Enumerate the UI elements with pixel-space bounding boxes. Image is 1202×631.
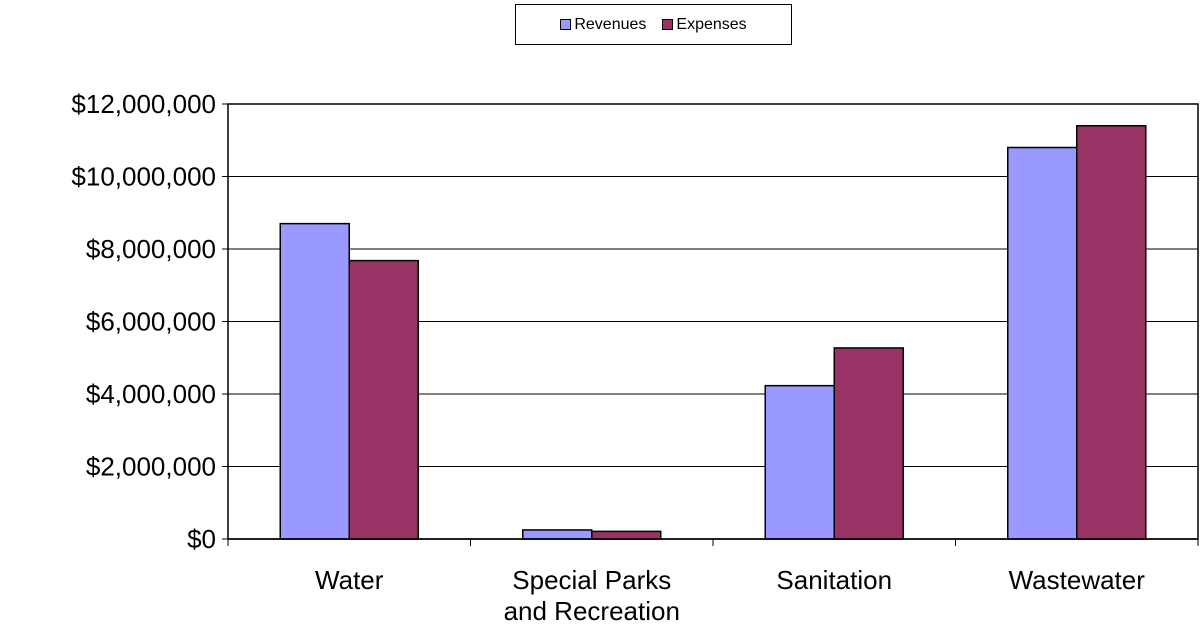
legend-label-expenses: Expenses — [676, 15, 747, 33]
y-tick-label: $4,000,000 — [86, 379, 216, 409]
x-tick-label: Sanitation — [776, 565, 892, 595]
y-tick-label: $2,000,000 — [86, 452, 216, 482]
legend-item-expenses: Expenses — [662, 15, 747, 34]
y-tick-label: $6,000,000 — [86, 307, 216, 337]
bar-revenues-2 — [764, 384, 835, 540]
y-tick-label: $12,000,000 — [71, 89, 216, 119]
legend-swatch-expenses — [662, 19, 674, 30]
y-tick-label: $8,000,000 — [86, 234, 216, 264]
bar-expenses-1 — [591, 530, 662, 540]
bar-expenses-3 — [1076, 125, 1147, 540]
legend-item-revenues: Revenues — [560, 16, 646, 34]
y-tick-label: $10,000,000 — [71, 162, 216, 192]
chart-legend: Revenues Expenses — [515, 4, 792, 45]
bar-revenues-0 — [279, 222, 350, 540]
bar-revenues-1 — [522, 529, 593, 540]
y-tick-label: $0 — [187, 524, 216, 554]
x-tick-label: and Recreation — [504, 596, 680, 626]
x-tick-label: Water — [315, 565, 384, 595]
legend-label-revenues: Revenues — [574, 15, 647, 33]
x-tick-label: Wastewater — [1009, 565, 1146, 595]
bar-expenses-0 — [348, 259, 419, 540]
bar-revenues-3 — [1007, 146, 1078, 540]
x-tick-label: Special Parks — [512, 565, 671, 595]
legend-swatch-revenues — [560, 19, 572, 30]
bar-expenses-2 — [833, 347, 904, 540]
